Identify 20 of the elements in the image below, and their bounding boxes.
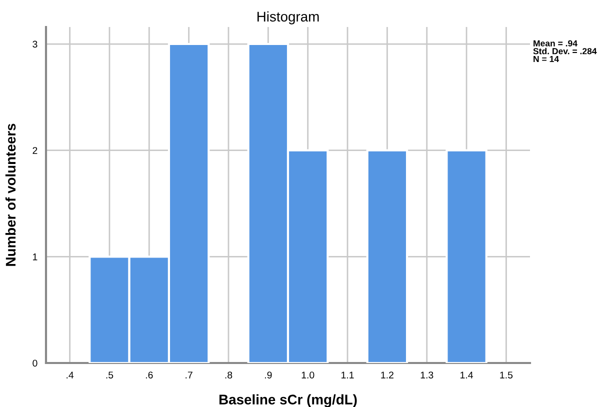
x-axis-title: Baseline sCr (mg/dL)	[219, 394, 357, 407]
x-tick-label: .9	[264, 372, 272, 378]
x-tick-label: 1.0	[302, 372, 314, 378]
x-tick-label: 1.3	[420, 372, 434, 378]
y-tick-label: 2	[32, 147, 38, 154]
y-tick-label: 0	[32, 360, 38, 367]
x-tick-label: .6	[146, 372, 153, 378]
x-tick-label: 1.2	[381, 372, 394, 378]
x-tick-label: 1.4	[460, 372, 473, 378]
x-tick-label: .7	[186, 372, 192, 378]
x-tick-label: .4	[66, 372, 74, 378]
x-tick-label: 1.1	[341, 372, 354, 378]
y-axis-title: Number of volunteers	[5, 124, 16, 266]
x-tick-label: .8	[225, 372, 232, 378]
x-tick-label: .5	[106, 372, 114, 378]
y-tick-label: 1	[33, 254, 38, 260]
chart-title: Histogram	[258, 11, 319, 24]
text: Mean = .94 Std. Dev. = .284 N = 14	[533, 40, 597, 62]
x-tick-label: 1.5	[500, 372, 513, 378]
y-tick-label: 3	[32, 40, 38, 48]
